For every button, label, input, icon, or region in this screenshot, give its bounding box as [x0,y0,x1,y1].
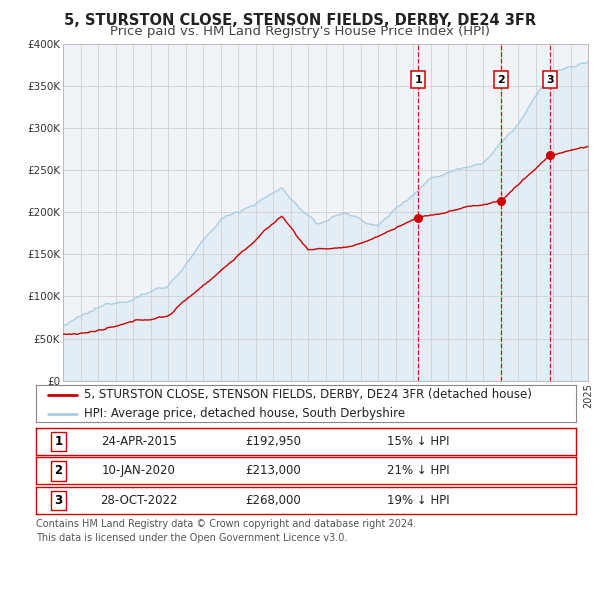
Text: 24-APR-2015: 24-APR-2015 [101,435,176,448]
Text: 19% ↓ HPI: 19% ↓ HPI [387,494,449,507]
Text: £192,950: £192,950 [245,435,302,448]
Text: £268,000: £268,000 [246,494,301,507]
Text: 5, STURSTON CLOSE, STENSON FIELDS, DERBY, DE24 3FR (detached house): 5, STURSTON CLOSE, STENSON FIELDS, DERBY… [83,388,532,401]
Text: 2: 2 [497,74,505,84]
Text: 3: 3 [55,494,63,507]
Text: 15% ↓ HPI: 15% ↓ HPI [387,435,449,448]
Text: 21% ↓ HPI: 21% ↓ HPI [387,464,449,477]
Text: 1: 1 [55,435,63,448]
Text: 28-OCT-2022: 28-OCT-2022 [100,494,178,507]
Text: HPI: Average price, detached house, South Derbyshire: HPI: Average price, detached house, Sout… [83,407,404,420]
Text: 1: 1 [415,74,422,84]
Text: 2: 2 [55,464,63,477]
Text: Price paid vs. HM Land Registry's House Price Index (HPI): Price paid vs. HM Land Registry's House … [110,25,490,38]
Text: £213,000: £213,000 [246,464,301,477]
Text: Contains HM Land Registry data © Crown copyright and database right 2024.
This d: Contains HM Land Registry data © Crown c… [36,519,416,543]
Text: 5, STURSTON CLOSE, STENSON FIELDS, DERBY, DE24 3FR: 5, STURSTON CLOSE, STENSON FIELDS, DERBY… [64,13,536,28]
Text: 3: 3 [546,74,554,84]
Text: 10-JAN-2020: 10-JAN-2020 [101,464,176,477]
